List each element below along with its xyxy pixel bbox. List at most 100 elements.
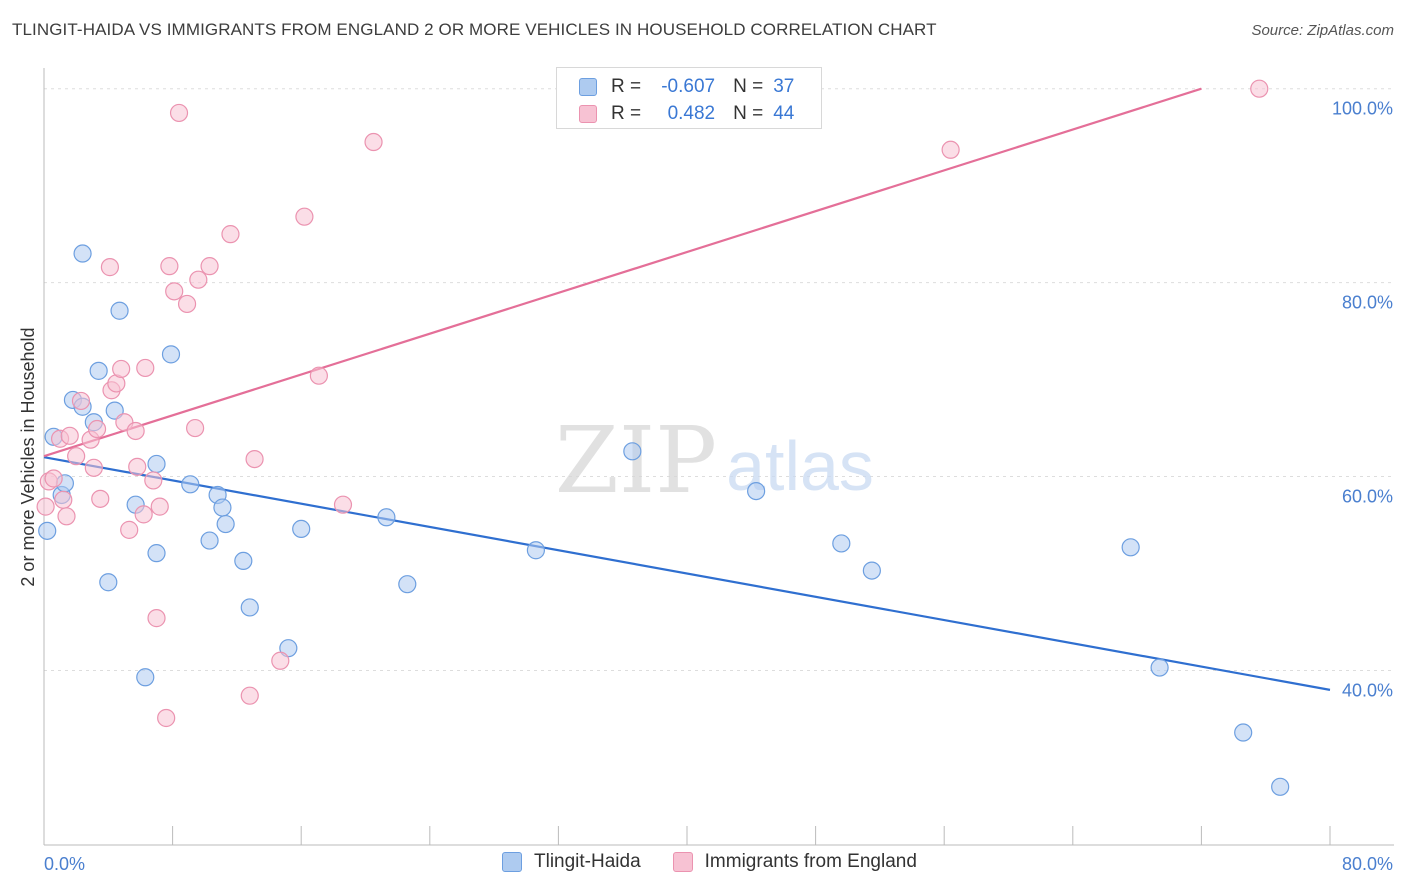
tlingit-haida-point (292, 519, 311, 539)
y-tick-label: 60.0% (1342, 487, 1393, 507)
immigrants-england-point (54, 490, 73, 509)
tlingit-haida-point (99, 573, 118, 592)
chart-title: TLINGIT-HAIDA VS IMMIGRANTS FROM ENGLAND… (12, 20, 937, 39)
tlingit-haida-point (136, 668, 155, 687)
immigrants-england-point (177, 294, 197, 314)
immigrants-england-point (364, 132, 383, 152)
tlingit-haida-point (200, 531, 219, 550)
immigrants-england-point (221, 225, 240, 244)
tlingit-haida-point (234, 551, 253, 571)
series-legend: Tlingit-Haida Immigrants from England (502, 851, 949, 873)
tlingit-haida-point (105, 401, 124, 420)
immigrants-england-point (186, 418, 205, 438)
tlingit-haida-point (398, 575, 417, 594)
legend-item-tlingit-haida: Tlingit-Haida (502, 851, 641, 873)
immigrants-england-point (150, 497, 169, 516)
immigrants-england-point (147, 609, 166, 628)
y-tick-labels: 40.0% 60.0% 80.0% 100.0% (1332, 99, 1393, 701)
legend-r-value: 0.482 (667, 103, 716, 124)
immigrants-england-point (44, 469, 63, 488)
immigrants-england-point (941, 140, 960, 159)
immigrants-england-point (157, 708, 176, 728)
trend-lines (43, 87, 1331, 691)
legend-n-value: 44 (773, 103, 795, 124)
tlingit-haida-point (1121, 538, 1140, 557)
blue-swatch (579, 78, 597, 96)
tlingit-haida-point (181, 475, 200, 494)
tlingit-haida-trend-line (43, 456, 1331, 691)
y-tick-label: 80.0% (1342, 293, 1393, 313)
tlingit-haida-point (526, 541, 545, 560)
tlingit-haida-point (110, 301, 129, 320)
immigrants-england-point (271, 651, 290, 670)
tlingit-haida-point (1150, 658, 1169, 677)
watermark-zip: ZIP (555, 407, 717, 514)
immigrants-england-point (126, 421, 145, 441)
immigrants-england-point (333, 495, 353, 514)
x-tick-label: 80.0% (1342, 854, 1393, 874)
legend-r-value: -0.607 (661, 76, 716, 97)
immigrants-england-point (169, 103, 189, 123)
tlingit-haida-point (240, 598, 259, 617)
immigrants-england-point (87, 419, 107, 439)
watermark: ZIP atlas (555, 407, 874, 514)
tlingit-haida-point (1234, 723, 1253, 742)
tlingit-haida-point (747, 481, 766, 501)
y-axis-title: 2 or more Vehicles in Household (18, 327, 38, 586)
immigrants-england-point (309, 366, 328, 385)
immigrants-england-point (100, 258, 120, 277)
tlingit-haida-point (147, 544, 166, 563)
y-tick-label: 100.0% (1332, 99, 1393, 119)
tlingit-haida-point (862, 561, 881, 580)
legend-n-value: 37 (773, 76, 795, 97)
tlingit-haida-point (161, 345, 181, 364)
tlingit-haida-point (377, 508, 396, 527)
immigrants-england-point (112, 359, 131, 379)
tlingit-haida-point (38, 521, 57, 540)
tlingit-haida-point (832, 534, 851, 553)
immigrants-england-point (67, 447, 86, 466)
tlingit-haida-point (1271, 777, 1290, 796)
legend-n-label: N = (733, 76, 764, 97)
x-ticks (43, 826, 1331, 845)
tlingit-haida-point (213, 498, 232, 517)
pink-swatch (672, 852, 693, 872)
immigrants-england-point (160, 257, 179, 276)
blue-swatch (502, 852, 522, 872)
tlingit-haida-point (147, 454, 166, 474)
x-tick-labels: 0.0% 80.0% (44, 854, 1393, 874)
immigrants-england-point (295, 207, 314, 226)
legend-r-label: R = (611, 76, 642, 97)
data-points (36, 79, 1290, 796)
legend-label: Immigrants from England (704, 851, 917, 872)
immigrants-england-point (1250, 79, 1269, 98)
immigrants-england-point (165, 282, 184, 301)
immigrants-england-point (200, 257, 219, 276)
x-tick-label: 0.0% (44, 854, 85, 874)
tlingit-haida-point (216, 514, 235, 534)
source-label: Source: ZipAtlas.com (1251, 22, 1394, 39)
legend-label: Tlingit-Haida (534, 851, 641, 872)
immigrants-england-point (71, 391, 91, 411)
legend-r-label: R = (611, 103, 642, 124)
immigrants-england-point (136, 358, 155, 378)
y-tick-label: 40.0% (1342, 680, 1393, 700)
tlingit-haida-point (623, 442, 642, 461)
immigrants-england-point (91, 489, 110, 508)
immigrants-england-trend-line (43, 87, 1202, 458)
immigrants-england-point (57, 507, 76, 526)
immigrants-england-point (240, 686, 259, 705)
legend-row-tlingit-haida: R = -0.607 N = 37 (579, 73, 794, 101)
immigrants-england-point (36, 497, 55, 516)
immigrants-england-point (144, 471, 163, 490)
immigrants-england-point (128, 457, 147, 476)
immigrants-england-point (245, 449, 264, 469)
axes (43, 68, 1394, 846)
immigrants-england-point (189, 270, 208, 289)
legend-n-label: N = (733, 103, 764, 124)
legend-row-immigrants-england: R = 0.482 N = 44 (579, 100, 794, 128)
immigrants-england-point (84, 458, 103, 477)
gridlines (44, 88, 1394, 671)
tlingit-haida-point (73, 244, 92, 263)
